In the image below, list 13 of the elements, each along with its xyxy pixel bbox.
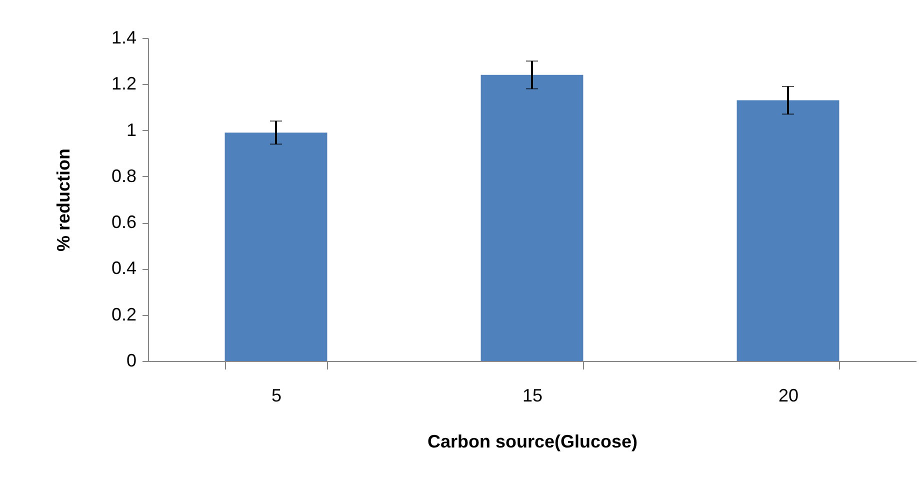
y-tick-label: 0.6 bbox=[111, 212, 136, 232]
x-tick-label: 15 bbox=[522, 386, 543, 406]
x-tick-label: 5 bbox=[271, 386, 282, 406]
y-tick-label: 1.2 bbox=[111, 74, 136, 94]
x-axis-title: Carbon source(Glucose) bbox=[427, 432, 638, 452]
y-tick-label: 1.4 bbox=[111, 28, 136, 48]
y-tick-label: 0.8 bbox=[111, 166, 136, 186]
y-tick-label: 1 bbox=[126, 120, 136, 140]
y-tick-label: 0.2 bbox=[111, 304, 136, 324]
y-tick-label: 0.4 bbox=[111, 258, 136, 278]
y-tick-label: 0 bbox=[126, 350, 136, 370]
y-axis-title: % reduction bbox=[53, 148, 74, 252]
x-tick-label: 20 bbox=[778, 386, 799, 406]
